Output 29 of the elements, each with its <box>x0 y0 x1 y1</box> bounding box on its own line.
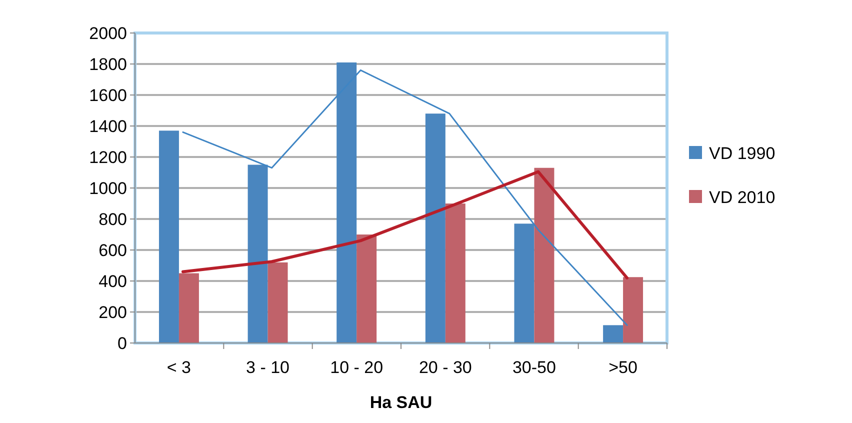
y-tick-label: 1400 <box>89 116 127 136</box>
legend-label: VD 1990 <box>709 144 776 163</box>
x-tick-label: 20 - 30 <box>418 358 472 377</box>
y-tick-label: 0 <box>118 334 127 353</box>
y-tick-label: 2000 <box>89 24 127 43</box>
y-tick-label: 600 <box>98 240 127 260</box>
x-tick-label: >50 <box>608 358 638 377</box>
y-tick-label: 1800 <box>89 54 127 74</box>
y-tick-label: 800 <box>98 210 127 229</box>
bar <box>178 273 199 343</box>
x-axis-title: Ha SAU <box>370 393 432 412</box>
y-tick-label: 1200 <box>89 148 127 167</box>
bar <box>158 130 179 343</box>
bar <box>603 325 624 343</box>
bar <box>268 262 288 343</box>
line-series <box>181 170 629 280</box>
x-tick-label: < 3 <box>166 358 192 377</box>
x-tick-label: 30-50 <box>512 358 556 377</box>
y-tick-label: 1000 <box>89 178 127 198</box>
bar <box>356 234 377 343</box>
x-tick-label: 10 - 20 <box>330 358 384 377</box>
y-tick-label: 1600 <box>89 86 127 105</box>
bar <box>534 168 554 343</box>
bar <box>623 277 644 343</box>
y-tick-label: 200 <box>98 302 127 322</box>
x-tick-label: 3 - 10 <box>246 358 290 377</box>
legend-label: VD 2010 <box>709 188 776 207</box>
y-tick-label: 400 <box>98 272 127 291</box>
bar <box>445 204 466 343</box>
